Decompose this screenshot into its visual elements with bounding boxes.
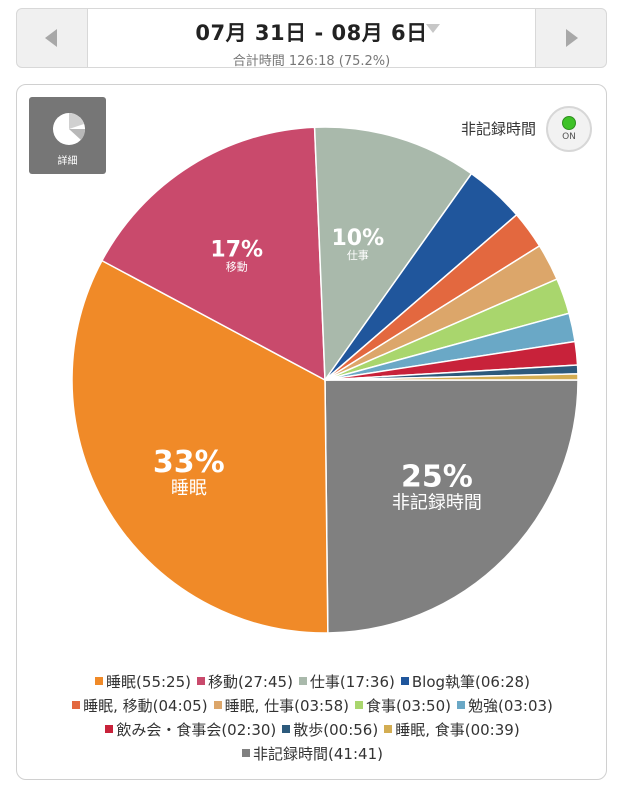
legend-item: 勉強(03:03) <box>456 694 553 718</box>
legend-swatch <box>242 749 251 757</box>
pie-chart: 25%非記録時間 33%睡眠 17%移動 10%仕事 <box>71 126 579 634</box>
legend-item: 睡眠, 移動(04:05) <box>72 694 208 718</box>
slice-percent-label: 33% <box>153 445 225 480</box>
pie-slice[interactable] <box>313 126 473 383</box>
legend-swatch <box>456 701 465 709</box>
previous-week-button[interactable] <box>16 8 88 68</box>
slice-percent-label: 10% <box>331 226 384 251</box>
legend-label: 散歩(00:56) <box>293 721 379 739</box>
legend-row: 睡眠, 移動(04:05) 睡眠, 仕事(03:58) 食事(03:50) 勉強(03… <box>31 694 594 718</box>
legend-label: 食事(03:50) <box>366 697 451 715</box>
toggle-indicator-icon <box>562 116 576 130</box>
chevron-right-icon <box>566 29 578 47</box>
unrecorded-time-toggle-label: 非記録時間 <box>460 120 536 138</box>
legend-swatch <box>95 677 104 685</box>
legend-item: 仕事(17:36) <box>298 670 395 694</box>
legend-label: 非記録時間(41:41) <box>253 745 383 763</box>
detail-button-label: 詳細 <box>57 156 78 167</box>
detail-button[interactable]: 詳細 <box>29 97 106 174</box>
legend-row: 睡眠(55:25) 移動(27:45) 仕事(17:36) Blog執筆(06:28) <box>31 670 594 694</box>
legend-swatch <box>282 725 291 733</box>
legend-item: 睡眠, 食事(00:39) <box>384 718 520 742</box>
legend-swatch <box>196 677 205 685</box>
legend-swatch <box>105 725 114 733</box>
legend-label: 睡眠, 仕事(03:58) <box>224 697 350 715</box>
chart-legend: 睡眠(55:25) 移動(27:45) 仕事(17:36) Blog執筆(06:28)… <box>31 670 594 766</box>
legend-label: 睡眠(55:25) <box>106 673 191 691</box>
legend-label: 仕事(17:36) <box>309 673 395 691</box>
legend-item: 睡眠, 仕事(03:58) <box>213 694 350 718</box>
next-week-button[interactable] <box>535 8 607 68</box>
slice-name-label: 非記録時間 <box>392 492 482 513</box>
legend-label: 移動(27:45) <box>207 673 293 691</box>
legend-item: 飲み会・食事会(02:30) <box>105 718 276 742</box>
pie-slice[interactable] <box>324 373 579 381</box>
legend-swatch <box>213 701 222 709</box>
legend-label: 睡眠, 食事(00:39) <box>395 721 520 739</box>
slice-percent-label: 17% <box>210 237 263 262</box>
date-range-selector[interactable]: 07月 31日 - 08月 6日 合計時間 126:18 (75.2%) <box>88 8 535 69</box>
date-navigation-bar: 07月 31日 - 08月 6日 合計時間 126:18 (75.2%) <box>16 8 607 69</box>
legend-label: Blog執筆(06:28) <box>411 673 530 691</box>
legend-swatch <box>298 677 307 685</box>
legend-label: 勉強(03:03) <box>467 697 553 715</box>
legend-swatch <box>384 725 393 733</box>
toggle-state-text: ON <box>562 132 576 142</box>
legend-item: 散歩(00:56) <box>282 718 378 742</box>
legend-item: Blog執筆(06:28) <box>400 670 530 694</box>
legend-swatch <box>400 677 409 685</box>
legend-item: 睡眠(55:25) <box>95 670 191 694</box>
legend-row: 非記録時間(41:41) <box>31 742 594 766</box>
slice-name-label: 仕事 <box>347 249 369 262</box>
chevron-left-icon <box>45 29 57 47</box>
chart-card: 詳細 非記録時間 ON 25% 非記録時間 33% 睡眠 17% 移動 10% 仕事 睡眠(5… <box>16 84 607 780</box>
dropdown-triangle-icon <box>426 24 440 33</box>
legend-item: 非記録時間(41:41) <box>242 742 383 766</box>
legend-swatch <box>72 701 81 709</box>
total-time-text: 合計時間 126:18 (75.2%) <box>232 54 391 69</box>
pie-chart-icon <box>53 113 86 145</box>
unrecorded-time-toggle[interactable]: ON <box>546 106 592 152</box>
legend-item: 食事(03:50) <box>355 694 451 718</box>
slice-name-label: 移動 <box>226 259 248 273</box>
legend-label: 睡眠, 移動(04:05) <box>83 697 208 715</box>
pie-slice[interactable] <box>324 379 579 634</box>
slice-percent-label: 25% <box>401 459 473 494</box>
legend-item: 移動(27:45) <box>196 670 293 694</box>
date-range-title: 07月 31日 - 08月 6日 <box>195 21 428 45</box>
legend-label: 飲み会・食事会(02:30) <box>116 721 277 739</box>
slice-name-label: 睡眠 <box>171 478 207 499</box>
legend-row: 飲み会・食事会(02:30) 散歩(00:56) 睡眠, 食事(00:39) <box>31 718 594 742</box>
pie-slice[interactable] <box>100 126 326 382</box>
legend-swatch <box>355 701 364 709</box>
pie-slice[interactable] <box>71 259 329 634</box>
